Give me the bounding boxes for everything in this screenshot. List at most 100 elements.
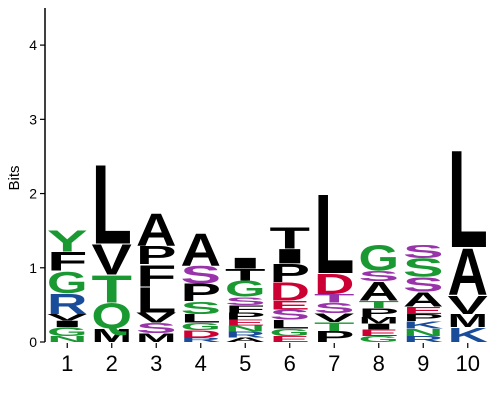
y-tick-label: 4 [29, 37, 37, 53]
logo-letter: M [359, 315, 400, 325]
logo-letter: N [47, 335, 88, 344]
logo-letter: F [136, 258, 176, 293]
logo-letter: E [270, 298, 310, 312]
logo-letter: T [92, 267, 133, 311]
logo-letter: P [359, 306, 399, 320]
logo-letter: T [270, 220, 311, 255]
logo-letter: V [136, 310, 176, 326]
logo-letter: I [225, 254, 265, 271]
logo-letter: T [314, 292, 354, 306]
logo-letter: A [181, 223, 222, 275]
logo-letter: S [359, 268, 399, 284]
logo-letter: S [403, 253, 443, 282]
logo-letter: L [314, 170, 354, 297]
logo-letter: P [314, 328, 354, 345]
logo-letter: S [225, 295, 265, 308]
logo-letter: F [47, 246, 88, 276]
y-tick-label: 3 [29, 111, 37, 127]
logo-letter: E [403, 305, 443, 316]
logo-letter: G [47, 266, 87, 301]
x-tick-label: 4 [195, 351, 207, 376]
logo-letter: M [448, 311, 488, 332]
logo-letter: S [270, 307, 310, 323]
x-tick-label: 9 [417, 351, 429, 376]
logo-letter: T [359, 299, 400, 311]
logo-letter: V [92, 236, 132, 285]
logo-letter: R [225, 330, 266, 339]
logo-letter: E [225, 318, 265, 327]
logo-letter: E [359, 328, 399, 338]
logo-letter: G [359, 334, 400, 343]
x-tick-label: 2 [106, 351, 118, 376]
logo-letter: S [403, 273, 443, 296]
logo-letter: I [47, 319, 87, 329]
y-ticks: 0 1 2 3 4 [29, 37, 45, 350]
logo-letter: Y [47, 224, 88, 259]
logo-letter: N [403, 327, 443, 339]
x-tick-label: 3 [150, 351, 162, 376]
logo-letter: G [270, 327, 310, 339]
logo-letter: E [270, 335, 310, 344]
logo-letter: G [47, 325, 88, 339]
logo-letter: G [181, 321, 221, 333]
logo-letter: R [181, 337, 221, 344]
logo-letter: V [448, 291, 488, 320]
logo-letter: K [403, 319, 443, 331]
logo-letter: S [314, 300, 354, 316]
logo-letter: P [181, 279, 221, 307]
logo-letter: D [314, 269, 354, 301]
x-tick-label: 5 [239, 351, 251, 376]
logo-letter: A [359, 277, 399, 307]
logo-letter: V [47, 312, 88, 322]
logo-letter: L [270, 318, 310, 332]
logo-letter: A [448, 236, 488, 311]
letter-stacks: NGIVRGFYMQTVLMSVLFPARDGLSPSAARNEPFSGTIEG… [47, 122, 489, 347]
logo-letter: L [136, 281, 177, 321]
x-tick-label: 6 [284, 351, 296, 376]
y-tick-label: 2 [29, 186, 37, 202]
logo-letter: L [181, 312, 221, 326]
logo-letter: M [92, 325, 132, 346]
logo-letter: I [270, 245, 310, 268]
logo-letter: Q [92, 296, 132, 336]
y-tick-label: 1 [29, 260, 37, 276]
x-tick-label: 8 [373, 351, 385, 376]
logo-letter: P [270, 259, 310, 288]
x-tick-label: 1 [61, 351, 73, 376]
logo-letter: L [448, 122, 488, 278]
logo-letter: A [136, 203, 177, 255]
logo-letter: N [225, 324, 266, 333]
logo-letter: G [225, 276, 265, 301]
logo-letter: S [181, 261, 221, 289]
logo-letter: T [314, 320, 354, 334]
y-axis-title: Bits [6, 165, 23, 190]
logo-letter: P [225, 311, 265, 322]
y-tick-label: 0 [29, 334, 37, 350]
logo-letter: L [92, 141, 132, 268]
logo-letter: R [47, 289, 87, 321]
logo-letter: D [270, 277, 310, 306]
logo-letter: P [403, 312, 443, 323]
logo-letter: M [136, 331, 176, 345]
logo-letter: T [225, 266, 266, 284]
logo-letter: R [403, 335, 444, 344]
logo-letter: I [359, 322, 399, 331]
logo-letter: S [403, 241, 443, 262]
logo-letter: A [225, 337, 265, 344]
logo-letter: K [448, 323, 489, 346]
logo-letter: D [181, 328, 221, 340]
logo-letter: A [403, 288, 444, 311]
logo-letter: G [359, 239, 399, 279]
logo-letter: S [181, 299, 221, 318]
